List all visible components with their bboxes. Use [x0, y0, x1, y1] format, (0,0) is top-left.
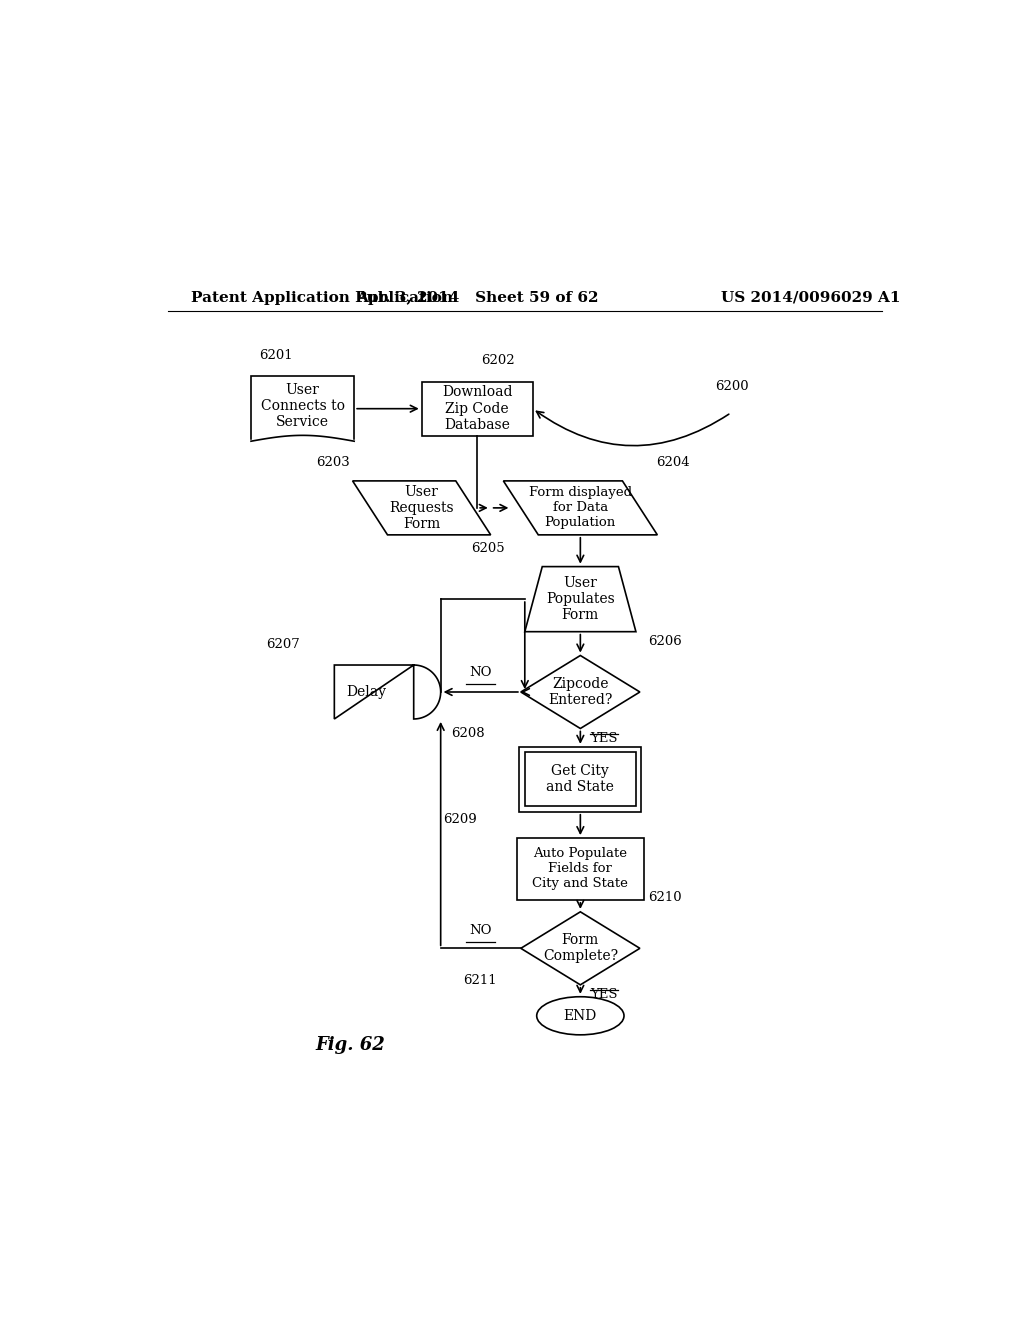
- Text: User
Populates
Form: User Populates Form: [546, 576, 614, 622]
- Text: END: END: [564, 1008, 597, 1023]
- Text: Zipcode
Entered?: Zipcode Entered?: [548, 677, 612, 708]
- Text: 6207: 6207: [265, 638, 299, 651]
- Ellipse shape: [537, 997, 624, 1035]
- Polygon shape: [352, 480, 490, 535]
- Text: 6203: 6203: [316, 455, 350, 469]
- Polygon shape: [334, 665, 440, 719]
- Polygon shape: [521, 656, 640, 729]
- Text: Download
Zip Code
Database: Download Zip Code Database: [442, 385, 512, 432]
- Text: Delay: Delay: [346, 685, 386, 700]
- FancyBboxPatch shape: [251, 376, 354, 441]
- Text: 6206: 6206: [648, 635, 682, 648]
- FancyBboxPatch shape: [517, 838, 644, 900]
- Text: YES: YES: [590, 731, 617, 744]
- Text: 6201: 6201: [259, 348, 293, 362]
- FancyBboxPatch shape: [519, 747, 641, 812]
- FancyBboxPatch shape: [422, 381, 532, 436]
- Text: 6202: 6202: [481, 354, 515, 367]
- Text: 6211: 6211: [464, 974, 497, 987]
- Polygon shape: [504, 480, 657, 535]
- Text: Fig. 62: Fig. 62: [315, 1036, 385, 1053]
- Text: US 2014/0096029 A1: US 2014/0096029 A1: [721, 290, 900, 305]
- Text: NO: NO: [470, 924, 492, 937]
- Text: Get City
and State: Get City and State: [547, 764, 614, 795]
- Text: 6200: 6200: [715, 380, 749, 393]
- Polygon shape: [521, 912, 640, 985]
- Text: 6208: 6208: [452, 727, 485, 741]
- Text: 6210: 6210: [648, 891, 681, 904]
- Text: NO: NO: [470, 667, 492, 680]
- Text: 6204: 6204: [655, 455, 689, 469]
- Text: YES: YES: [590, 987, 617, 1001]
- Text: Patent Application Publication: Patent Application Publication: [191, 290, 454, 305]
- Text: 6209: 6209: [443, 813, 477, 826]
- Text: User
Requests
Form: User Requests Form: [389, 484, 454, 531]
- Text: Form displayed
for Data
Population: Form displayed for Data Population: [528, 486, 632, 529]
- FancyBboxPatch shape: [524, 752, 636, 807]
- Text: 6205: 6205: [471, 541, 505, 554]
- Text: Apr. 3, 2014   Sheet 59 of 62: Apr. 3, 2014 Sheet 59 of 62: [356, 290, 598, 305]
- Text: Form
Complete?: Form Complete?: [543, 933, 617, 964]
- Text: User
Connects to
Service: User Connects to Service: [260, 383, 345, 429]
- Polygon shape: [524, 566, 636, 632]
- Text: Auto Populate
Fields for
City and State: Auto Populate Fields for City and State: [532, 847, 629, 891]
